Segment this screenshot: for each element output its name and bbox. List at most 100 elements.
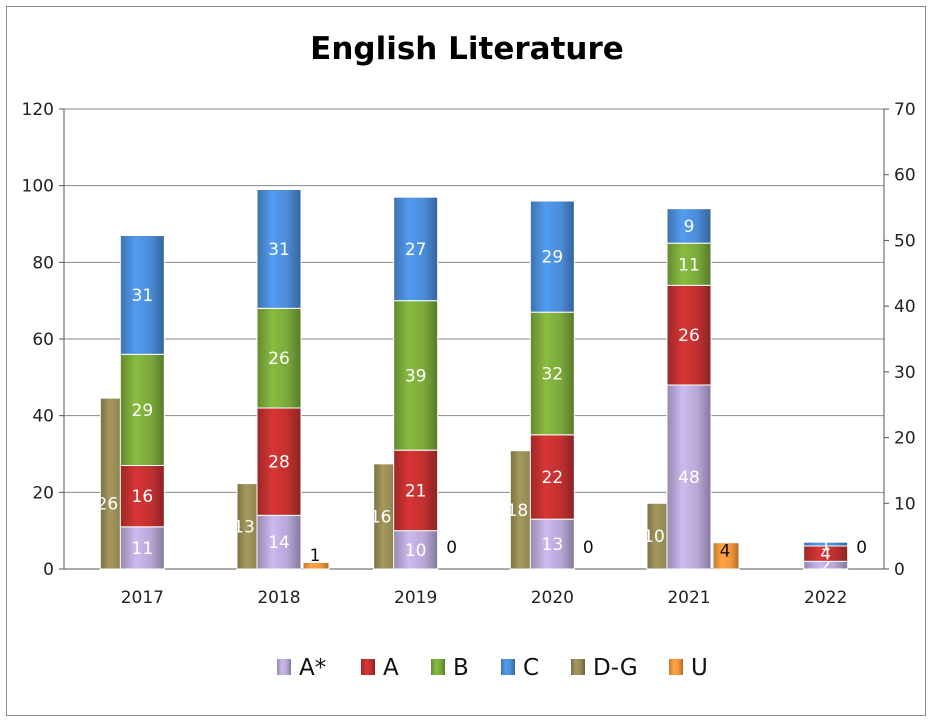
y-tick-label: 20: [32, 483, 54, 503]
bar-label-c-2018: 31: [268, 240, 290, 260]
bar-rect: [393, 530, 439, 570]
legend-label: C: [523, 655, 539, 681]
legend-swatch: [501, 659, 515, 675]
y-tick-label: 120: [22, 100, 54, 120]
legend-item-c: C: [501, 655, 539, 681]
bar-label-u-2021: 4: [720, 542, 731, 562]
bar-label-a-2019: 21: [405, 481, 427, 501]
legend-item-a: A: [361, 655, 399, 681]
x-tick-label: 2022: [804, 588, 847, 608]
bar-rect: [529, 200, 575, 313]
bar-astar-2018: [256, 514, 302, 570]
bar-label-dg-2021: 10: [643, 527, 665, 547]
y-tick-label: 0: [43, 560, 54, 580]
bar-b-2019: [393, 300, 439, 451]
bar-label-dg-2018: 13: [233, 517, 255, 537]
bar-rect: [712, 542, 740, 570]
y-tick-label: 80: [32, 253, 54, 273]
bar-rect: [529, 518, 575, 570]
bar-label-astar-2020: 13: [542, 535, 564, 555]
bar-label-dg-2020: 18: [507, 501, 529, 521]
chart-title: English Literature: [310, 31, 624, 67]
x-tick-label: 2019: [394, 588, 437, 608]
bar-rect: [256, 307, 302, 409]
bar-c-2019: [393, 196, 439, 302]
bar-label-u-2020: 0: [583, 538, 594, 558]
bar-c-2018: [256, 189, 302, 309]
legend-item-d-g: D-G: [571, 655, 638, 681]
chart-frame: English Literature 0 20 40 60 80 100 120 0 10 20 30…: [6, 6, 926, 716]
bar-label-dg-2017: 26: [97, 495, 119, 515]
bar-label-a-2020: 22: [542, 468, 564, 488]
bar-astar-2019: [393, 530, 439, 570]
bar-label-astar-2019: 10: [405, 541, 427, 561]
bar-b-2018: [256, 307, 302, 409]
bar-label-b-2017: 29: [132, 401, 154, 421]
bar-u-2021: [712, 542, 740, 570]
stacked-bar-chart: English Literature0204060801001200102030…: [22, 31, 916, 681]
bar-label-a-2018: 28: [268, 453, 290, 473]
bar-b-2020: [529, 311, 575, 436]
bar-label-b-2019: 39: [405, 366, 427, 386]
legend-label: U: [691, 655, 708, 681]
bar-label-b-2018: 26: [268, 349, 290, 369]
bar-rect: [666, 384, 712, 570]
bar-u-2018: [302, 561, 330, 570]
bar-label-u-2019: 0: [446, 538, 457, 558]
bar-a-2019: [393, 449, 439, 532]
bar-astar-2020: [529, 518, 575, 570]
y2-tick-label: 50: [894, 231, 916, 251]
bar-label-a-2017: 16: [132, 487, 154, 507]
y2-tick-label: 0: [894, 560, 905, 580]
bar-label-astar-2017: 11: [132, 539, 154, 559]
bar-a-2021: [666, 284, 712, 386]
bar-rect: [256, 407, 302, 516]
y-tick-label: 100: [22, 177, 54, 197]
bar-rect: [256, 189, 302, 309]
bar-c-2022: [803, 541, 849, 547]
bar-rect: [529, 311, 575, 436]
bar-label-c-2019: 27: [405, 240, 427, 260]
bar-astar-2021: [666, 384, 712, 570]
x-tick-label: 2018: [257, 588, 300, 608]
bar-label-u-2018: 1: [310, 546, 321, 566]
bar-rect: [393, 196, 439, 302]
bar-label-b-2020: 32: [542, 365, 564, 385]
legend-swatch: [431, 659, 445, 675]
bar-rect: [302, 561, 330, 570]
y-tick-label: 60: [32, 330, 54, 350]
bar-a-2018: [256, 407, 302, 516]
legend-item-u: U: [669, 655, 708, 681]
bar-rect: [666, 284, 712, 386]
y2-tick-label: 30: [894, 363, 916, 383]
bar-label-c-2020: 29: [542, 248, 564, 268]
bar-label-u-2022: 0: [856, 538, 867, 558]
y2-tick-label: 20: [894, 429, 916, 449]
legend-item-b: B: [431, 655, 469, 681]
bar-rect: [803, 541, 849, 547]
y2-tick-label: 60: [894, 166, 916, 186]
legend-item-astar: A*: [277, 655, 326, 681]
bar-rect: [393, 449, 439, 532]
legend-label: A*: [299, 655, 326, 681]
y2-tick-label: 40: [894, 297, 916, 317]
bar-rect: [666, 208, 712, 244]
bar-label-b-2021: 11: [678, 255, 700, 275]
bar-label-a-2021: 26: [678, 326, 700, 346]
legend-swatch: [277, 659, 291, 675]
x-tick-label: 2017: [121, 588, 164, 608]
bar-c-2020: [529, 200, 575, 313]
bar-label-dg-2019: 16: [370, 507, 392, 527]
bar-rect: [119, 235, 165, 355]
y-tick-label: 40: [32, 407, 54, 427]
legend-label: A: [383, 655, 399, 681]
bar-label-a-2022: 4: [820, 545, 831, 565]
legend-swatch: [361, 659, 375, 675]
bar-rect: [256, 514, 302, 570]
bar-c-2017: [119, 235, 165, 355]
x-tick-label: 2021: [667, 588, 710, 608]
bar-rect: [119, 526, 165, 570]
y2-tick-label: 70: [894, 100, 916, 120]
bar-label-c-2017: 31: [132, 286, 154, 306]
y2-tick-label: 10: [894, 494, 916, 514]
